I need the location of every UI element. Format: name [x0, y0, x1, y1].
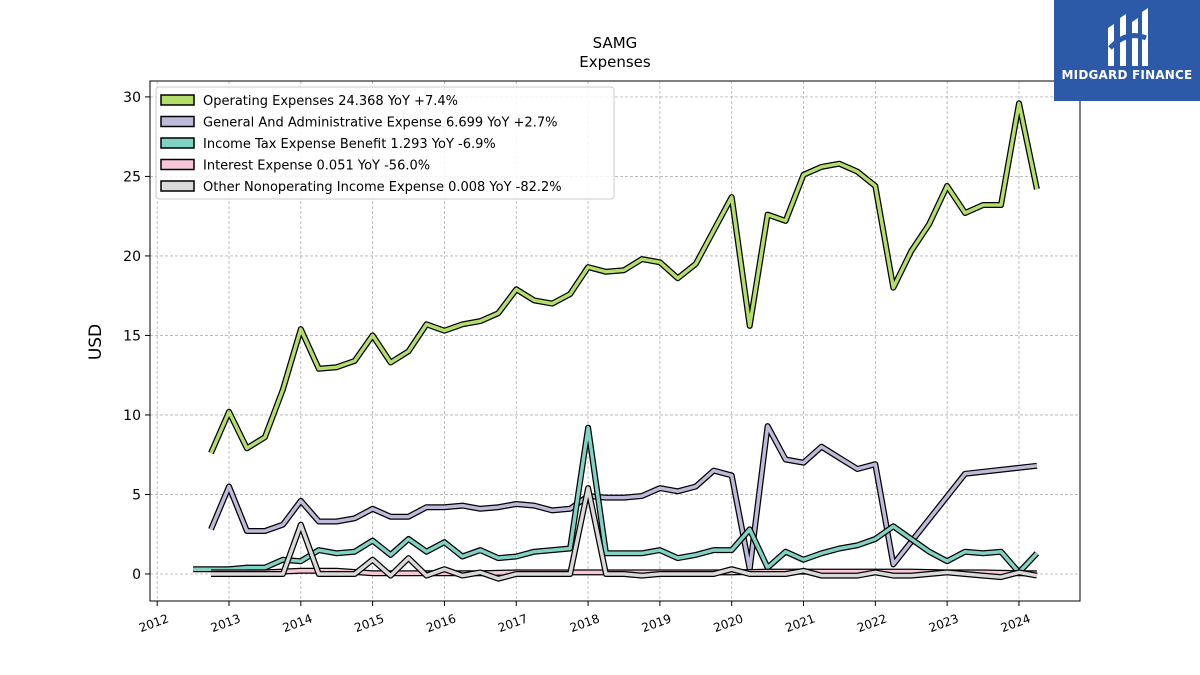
x-tick-label: 2014 [281, 611, 314, 635]
y-tick-label: 10 [123, 408, 141, 424]
x-tick-label: 2015 [353, 611, 386, 635]
legend-label: General And Administrative Expense 6.699… [203, 116, 557, 131]
legend-label: Income Tax Expense Benefit 1.293 YoY -6.… [203, 137, 496, 152]
series-line [209, 424, 1038, 571]
legend-box [155, 86, 615, 200]
legend-swatch [160, 180, 195, 192]
y-tick-label: 30 [123, 90, 141, 106]
series-0 [208, 100, 1040, 455]
x-tick-label: 2020 [712, 611, 745, 635]
chart-subtitle: Expenses [579, 53, 651, 71]
x-tick-label: 2024 [999, 611, 1032, 635]
legend-swatch [160, 115, 195, 128]
series-2 [193, 424, 1040, 576]
series-line [193, 425, 1039, 575]
legend-label: Other Nonoperating Income Expense 0.008 … [203, 180, 562, 195]
series-lines [193, 100, 1040, 582]
legend-swatch [160, 158, 195, 171]
x-tick-label: 2013 [209, 611, 242, 635]
x-tick-label: 2019 [640, 611, 673, 635]
series-line-outline [211, 485, 1038, 582]
y-tick-label: 5 [132, 487, 141, 503]
y-tick-label: 0 [132, 567, 141, 583]
legend-label: Interest Expense 0.051 YoY -56.0% [203, 159, 430, 174]
y-tick-label: 20 [123, 249, 141, 265]
y-tick-label: 15 [123, 328, 141, 344]
series-line [211, 486, 1038, 581]
series-1 [208, 423, 1038, 573]
legend-label: Operating Expenses 24.368 YoY +7.4% [203, 94, 458, 109]
series-4 [211, 485, 1038, 582]
x-tick-label: 2018 [568, 611, 601, 635]
series-3 [211, 567, 1037, 577]
midgard-logo-icon [1108, 8, 1148, 66]
series-line [209, 101, 1039, 454]
x-tick-label: 2022 [855, 611, 888, 635]
plot-frame [149, 80, 1081, 602]
logo-text: MIDGARD FINANCE [1061, 68, 1193, 82]
y-axis-label: USD [86, 324, 106, 360]
legend-swatch [160, 137, 195, 149]
legend: Operating Expenses 24.368 YoY +7.4% Gener… [155, 86, 615, 200]
brand-logo: MIDGARD FINANCE [1054, 0, 1200, 101]
series-line [211, 569, 1037, 575]
x-tick-label: 2012 [137, 611, 170, 635]
y-axis-ticks: 0 5 10 15 20 25 30 [123, 90, 150, 583]
x-tick-label: 2023 [927, 611, 960, 635]
x-tick-label: 2016 [424, 611, 457, 635]
x-tick-label: 2021 [783, 611, 816, 635]
legend-swatch [160, 94, 195, 106]
x-axis-ticks: 2012 2013 2014 2015 2016 2017 2018 2019 2020 2021… [137, 601, 1032, 635]
y-tick-label: 25 [123, 169, 141, 185]
chart-title: SAMG [593, 34, 638, 52]
x-tick-label: 2017 [496, 611, 529, 635]
